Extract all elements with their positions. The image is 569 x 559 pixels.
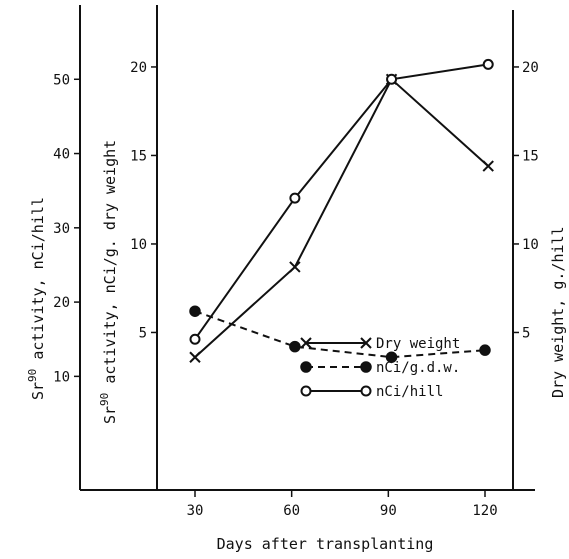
- series-line-dry-weight: [194, 77, 489, 358]
- data-point-nci-hill: [386, 73, 398, 85]
- data-point-dry-weight: [189, 351, 201, 363]
- left-outer-title-sr: Sr: [29, 382, 47, 400]
- data-point-nci-hill: [189, 333, 201, 345]
- series-line-nci-g-d-w: [194, 310, 486, 359]
- left-outer-tick-label: 30: [53, 221, 70, 237]
- legend-marker: [360, 337, 372, 349]
- x-tick-label: 60: [283, 503, 300, 519]
- left-inner-title-sr: Sr: [101, 406, 119, 424]
- legend-marker: [360, 385, 372, 397]
- right-tick-label: 10: [522, 237, 539, 253]
- series-layer: [189, 58, 494, 363]
- left-outer-tick-label: 50: [53, 72, 70, 88]
- data-point-dry-weight: [482, 160, 494, 172]
- series-line-nci-hill: [194, 63, 489, 340]
- right-tick-label: 15: [522, 148, 539, 164]
- data-point-nci-g-d-w: [385, 351, 398, 363]
- left-outer-tick-label: 40: [53, 147, 70, 163]
- x-tick-label: 90: [380, 503, 397, 519]
- left-inner-tick-label: 20: [130, 60, 147, 76]
- left-inner-axis-title: Sr90 activity, nCi/g. dry weight: [98, 140, 119, 424]
- left-outer-tick-label: 10: [53, 369, 70, 385]
- legend-marker: [300, 337, 312, 349]
- right-tick-label: 5: [522, 325, 530, 341]
- left-inner-tick-label: 5: [139, 325, 147, 341]
- left-outer-title-sup: 90: [26, 369, 39, 382]
- left-inner-title-sup: 90: [98, 393, 111, 406]
- legend: Dry weight nCi/g.d.w. nCi/hill: [300, 336, 460, 400]
- axes: [79, 5, 535, 491]
- legend-item-dry-weight: Dry weight: [300, 336, 460, 352]
- data-point-nci-hill: [482, 58, 494, 70]
- data-point-nci-hill: [289, 192, 301, 204]
- left-outer-tick-label: 20: [53, 295, 70, 311]
- legend-label: nCi/hill: [376, 384, 443, 400]
- ticks: 10 20 30 40 50 5 10 15 20 5 10 15 20 30 60 90 120: [53, 60, 539, 519]
- legend-item-nci-hill: nCi/hill: [300, 384, 443, 400]
- left-outer-title-rest: activity, nCi/hill: [29, 197, 47, 369]
- data-point-nci-g-d-w: [289, 340, 301, 353]
- left-inner-tick-label: 10: [130, 237, 147, 253]
- legend-label: Dry weight: [376, 336, 460, 352]
- legend-item-nci-g-d-w: nCi/g.d.w.: [300, 360, 460, 376]
- legend-marker: [300, 385, 312, 397]
- data-point-dry-weight: [289, 261, 301, 273]
- x-tick-label: 120: [472, 503, 497, 519]
- data-point-nci-g-d-w: [479, 344, 491, 356]
- left-inner-tick-label: 15: [130, 148, 147, 164]
- left-inner-title-rest: activity, nCi/g. dry weight: [101, 140, 119, 393]
- x-axis-title: Days after transplanting: [217, 535, 434, 553]
- legend-marker: [360, 361, 372, 373]
- data-point-nci-g-d-w: [189, 305, 201, 317]
- right-tick-label: 20: [522, 60, 539, 76]
- left-outer-axis-title: Sr90 activity, nCi/hill: [26, 197, 47, 400]
- x-tick-label: 30: [187, 503, 204, 519]
- legend-label: nCi/g.d.w.: [376, 360, 460, 376]
- right-axis-title: Dry weight, g./hill: [549, 226, 567, 398]
- legend-marker: [300, 361, 312, 373]
